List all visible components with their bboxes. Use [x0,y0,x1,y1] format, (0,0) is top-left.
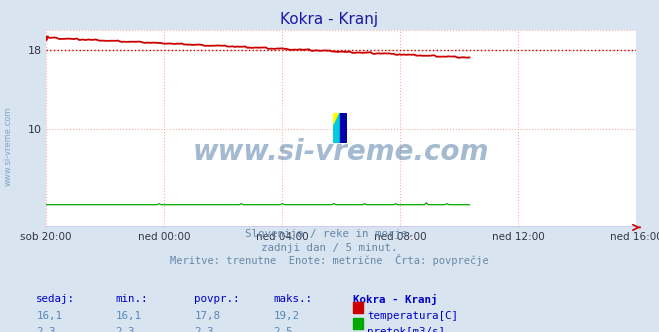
Text: www.si-vreme.com: www.si-vreme.com [3,106,13,186]
Text: 17,8: 17,8 [194,311,220,321]
Text: povpr.:: povpr.: [194,294,240,304]
Text: 2,3: 2,3 [36,327,56,332]
Text: sedaj:: sedaj: [36,294,75,304]
Text: www.si-vreme.com: www.si-vreme.com [193,138,489,166]
Text: 16,1: 16,1 [115,311,141,321]
Text: zadnji dan / 5 minut.: zadnji dan / 5 minut. [261,243,398,253]
Text: 16,1: 16,1 [36,311,62,321]
Polygon shape [333,113,340,128]
Text: pretok[m3/s]: pretok[m3/s] [367,327,445,332]
Text: Meritve: trenutne  Enote: metrične  Črta: povprečje: Meritve: trenutne Enote: metrične Črta: … [170,254,489,266]
Text: Kokra - Kranj: Kokra - Kranj [281,12,378,27]
Text: 2,5: 2,5 [273,327,293,332]
Text: maks.:: maks.: [273,294,312,304]
Text: 2,3: 2,3 [194,327,214,332]
Text: Slovenija / reke in morje.: Slovenija / reke in morje. [245,229,414,239]
Text: temperatura[C]: temperatura[C] [367,311,458,321]
Text: Kokra - Kranj: Kokra - Kranj [353,294,437,305]
Text: 2,3: 2,3 [115,327,135,332]
Text: min.:: min.: [115,294,148,304]
Text: 19,2: 19,2 [273,311,299,321]
Polygon shape [333,113,340,143]
Polygon shape [340,113,347,143]
